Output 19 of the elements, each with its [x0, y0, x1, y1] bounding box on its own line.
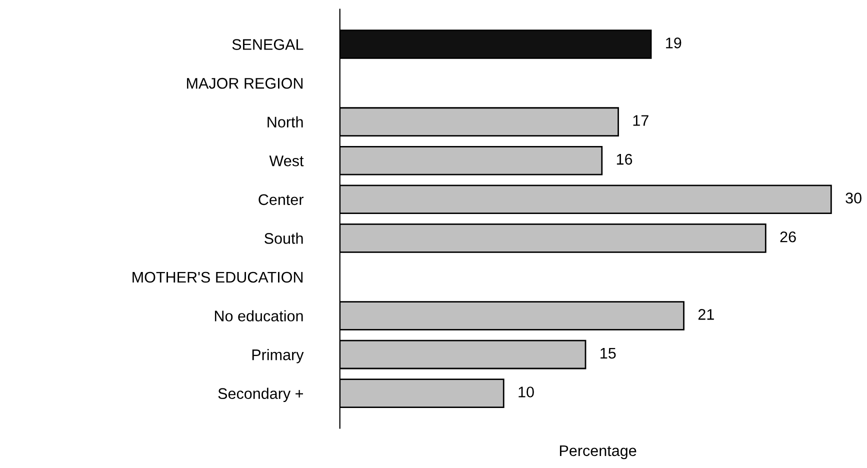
data-label: 21	[698, 309, 714, 320]
y-tick-label: Secondary +	[218, 388, 304, 402]
y-tick-label: Center	[258, 194, 304, 206]
data-label: 10	[518, 386, 534, 398]
y-tick-label: South	[264, 232, 303, 244]
y-tick-label: MAJOR REGION	[187, 78, 303, 89]
y-tick-label: West	[269, 156, 304, 166]
y-tick-label: MOTHER'S EDUCATION	[132, 272, 303, 283]
x-axis-title: Percentage	[560, 445, 636, 460]
data-label: 30	[846, 192, 862, 204]
y-tick-label: Primary	[252, 348, 304, 364]
data-label: 15	[600, 348, 616, 359]
data-label: 16	[616, 154, 632, 165]
y-tick-label: SENEGAL	[232, 39, 304, 50]
y-tick-label: No education	[214, 310, 303, 322]
data-label: 19	[666, 38, 682, 48]
y-tick-label: North	[268, 116, 303, 128]
data-label: 26	[780, 231, 796, 242]
data-label: 17	[633, 115, 648, 126]
